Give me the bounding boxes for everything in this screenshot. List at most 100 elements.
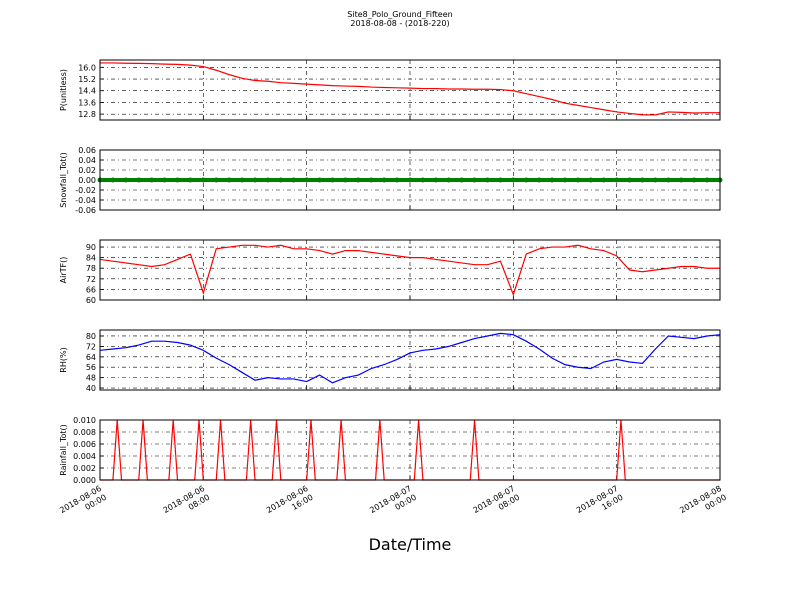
plot-frame [99,419,721,481]
data-point [420,177,426,183]
data-line [99,244,720,297]
y-tick-label: 80 [86,332,96,341]
y-tick-label: 90 [86,243,96,252]
y-axis-label: P(unitless) [59,69,68,111]
plot-frame [99,239,721,301]
data-point [226,177,232,183]
data-point [433,177,439,183]
x-tick-label: 2018-08-0608:00 [162,484,212,524]
y-tick-label: 0.02 [78,166,96,175]
data-point [536,177,542,183]
data-point [136,177,142,183]
y-axis-label: Snowfall_Tot() [59,152,68,208]
x-tick-label: 2018-08-0708:00 [472,484,522,524]
y-tick-label: 40 [86,384,96,393]
y-tick-label: -0.04 [75,196,96,205]
y-tick-label: 0.00 [78,176,96,185]
y-tick-label: 0.006 [73,440,96,449]
data-point [691,177,697,183]
data-point [200,177,206,183]
y-tick-label: 0.000 [73,476,96,485]
x-tick-label: 2018-08-0716:00 [575,484,625,524]
y-axis-label: Rainfall_Tot() [59,424,68,476]
data-point [278,177,284,183]
data-point [704,177,710,183]
data-point [459,177,465,183]
data-point [342,177,348,183]
data-point [549,177,555,183]
data-point [368,177,374,183]
y-tick-label: 13.6 [78,98,96,107]
data-point [575,177,581,183]
y-tick-label: 0.004 [73,452,96,461]
y-axis-label: RH(%) [59,347,68,372]
data-point [627,177,633,183]
y-tick-label: 14.4 [78,87,96,96]
y-tick-label: 15.2 [78,75,96,84]
y-tick-label: 64 [86,353,96,362]
data-point [110,177,116,183]
data-point [291,177,297,183]
data-point [265,177,271,183]
data-point [317,177,323,183]
data-point [123,177,129,183]
y-tick-label: 56 [86,363,96,372]
y-tick-label: 12.8 [78,110,96,119]
data-point [381,177,387,183]
data-point [472,177,478,183]
x-tick-label: 2018-08-0700:00 [368,484,418,524]
y-tick-label: 84 [86,254,96,263]
y-tick-label: 0.04 [78,156,96,165]
data-point [562,177,568,183]
data-point [652,177,658,183]
x-tick-label: 2018-08-0800:00 [678,484,728,524]
data-point [162,177,168,183]
x-tick-label: 2018-08-0616:00 [265,484,315,524]
x-tick-label: 2018-08-0600:00 [58,484,108,524]
y-tick-label: 0.010 [73,416,96,425]
data-point [446,177,452,183]
data-point [394,177,400,183]
y-tick-label: -0.06 [75,206,96,215]
y-tick-label: 0.008 [73,428,96,437]
data-point [640,177,645,183]
y-tick-label: 72 [86,342,96,351]
chart-subtitle: 2018-08-08 - (2018-220) [350,19,449,28]
data-point [407,177,413,183]
data-point [187,177,193,183]
data-point [614,177,620,183]
y-axis-label: AirTF() [59,257,68,284]
data-point [485,177,490,183]
data-point [497,177,503,183]
data-point [665,177,671,183]
y-tick-label: 16.0 [78,63,96,72]
chart-title: Site8_Polo_Ground_Fifteen [347,10,452,19]
data-point [252,177,258,183]
data-point [588,177,594,183]
y-tick-label: -0.02 [75,186,96,195]
data-point [601,177,607,183]
data-point [304,177,310,183]
data-point [523,177,529,183]
y-tick-label: 60 [86,296,96,305]
plot-frame [99,149,721,211]
data-line [100,62,720,116]
y-tick-label: 78 [86,264,96,273]
y-tick-label: 66 [86,285,96,294]
y-tick-label: 48 [86,374,96,383]
plot-frame [99,329,721,391]
data-point [330,177,335,183]
plot-frame [99,59,721,121]
data-point [239,177,245,183]
data-line [99,332,721,384]
y-tick-label: 0.002 [73,464,96,473]
data-point [355,177,361,183]
data-point [213,177,219,183]
data-point [678,177,684,183]
data-point [175,177,180,183]
x-axis-label: Date/Time [369,535,452,554]
data-point [149,177,155,183]
data-point [510,177,516,183]
y-tick-label: 72 [86,275,96,284]
